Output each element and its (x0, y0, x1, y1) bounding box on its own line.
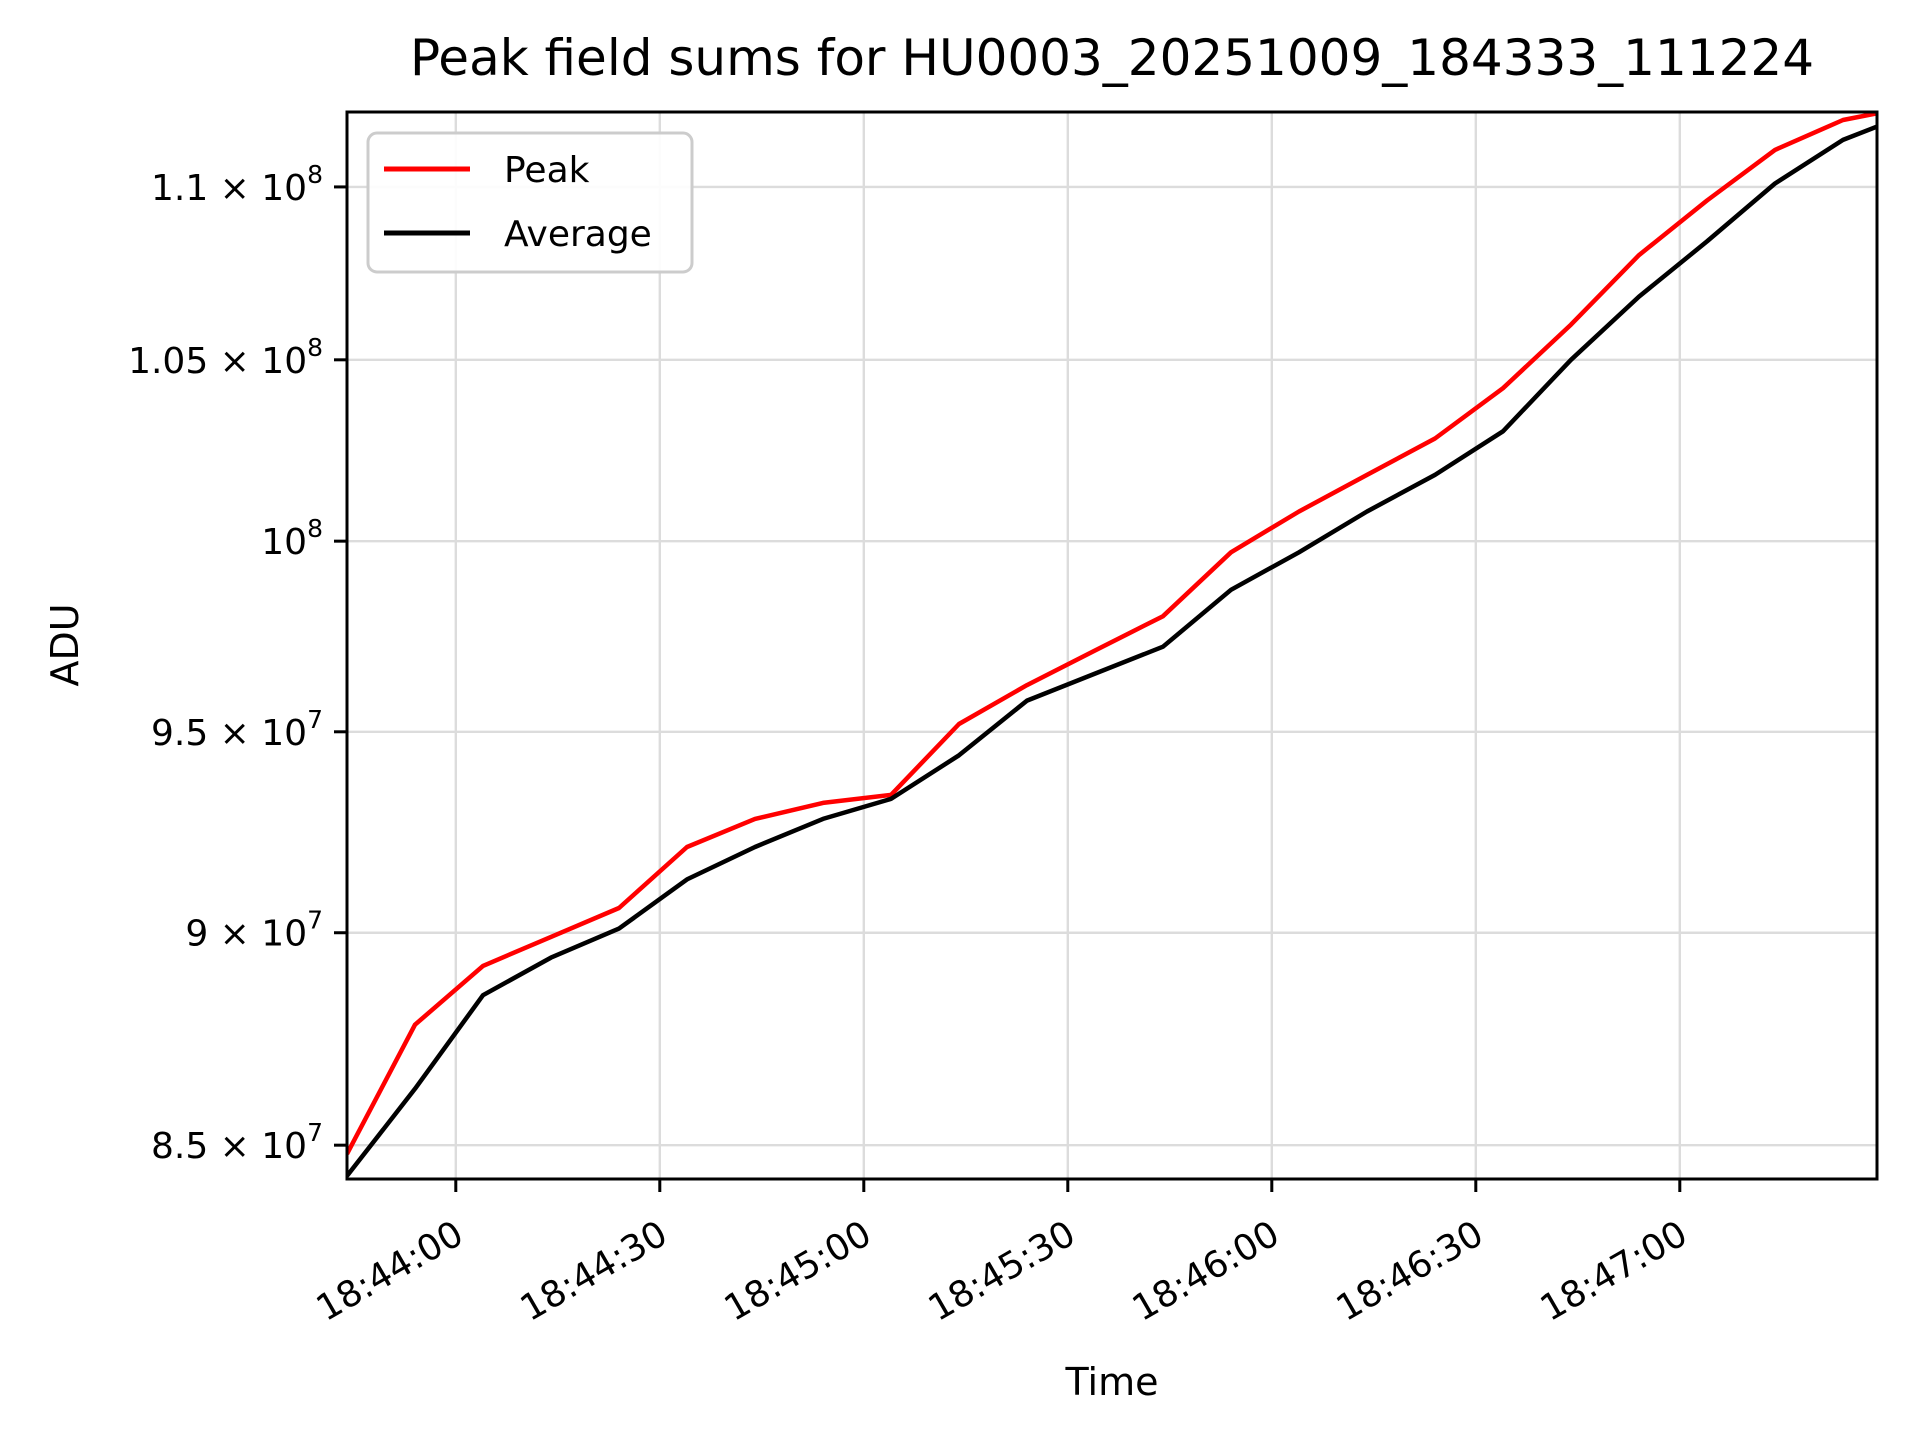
y-axis: 1.1 × 108 1.05 × 108 108 9.5 × 107 9 × 107 8.… (128, 160, 347, 1167)
legend: Peak Average (366, 131, 694, 274)
x-tick-label: 18:46:30 (1330, 1213, 1491, 1329)
series-line-average (347, 124, 1877, 1178)
plot-area (347, 112, 1877, 1179)
y-axis-label: ADU (43, 603, 87, 686)
x-tick-label: 18:44:00 (310, 1213, 471, 1329)
legend-label-peak: Peak (504, 150, 590, 191)
x-axis: 18:44:00 18:44:30 18:45:00 18:45:30 18:46:00… (310, 1179, 1695, 1330)
series-lines (347, 112, 1877, 1178)
x-tick-label: 18:45:00 (718, 1213, 879, 1329)
x-tick-label: 18:44:30 (514, 1213, 675, 1329)
y-tick-label: 108 (261, 514, 323, 563)
axes-spines (345, 110, 1879, 1181)
y-tick-label: 9 × 107 (185, 906, 323, 955)
x-tick-label: 18:46:00 (1126, 1213, 1287, 1329)
chart-title: Peak field sums for HU0003_20251009_1843… (410, 29, 1814, 87)
x-tick-label: 18:47:00 (1534, 1213, 1695, 1329)
y-tick-label: 9.5 × 107 (151, 705, 323, 754)
series-line-peak (347, 112, 1877, 1155)
y-tick-label: 8.5 × 107 (151, 1118, 323, 1167)
x-tick-label: 18:45:30 (922, 1213, 1083, 1329)
y-tick-label: 1.1 × 108 (151, 160, 323, 209)
legend-label-average: Average (504, 214, 652, 255)
y-tick-label: 1.05 × 108 (128, 333, 323, 382)
x-axis-label: Time (1065, 1360, 1159, 1404)
